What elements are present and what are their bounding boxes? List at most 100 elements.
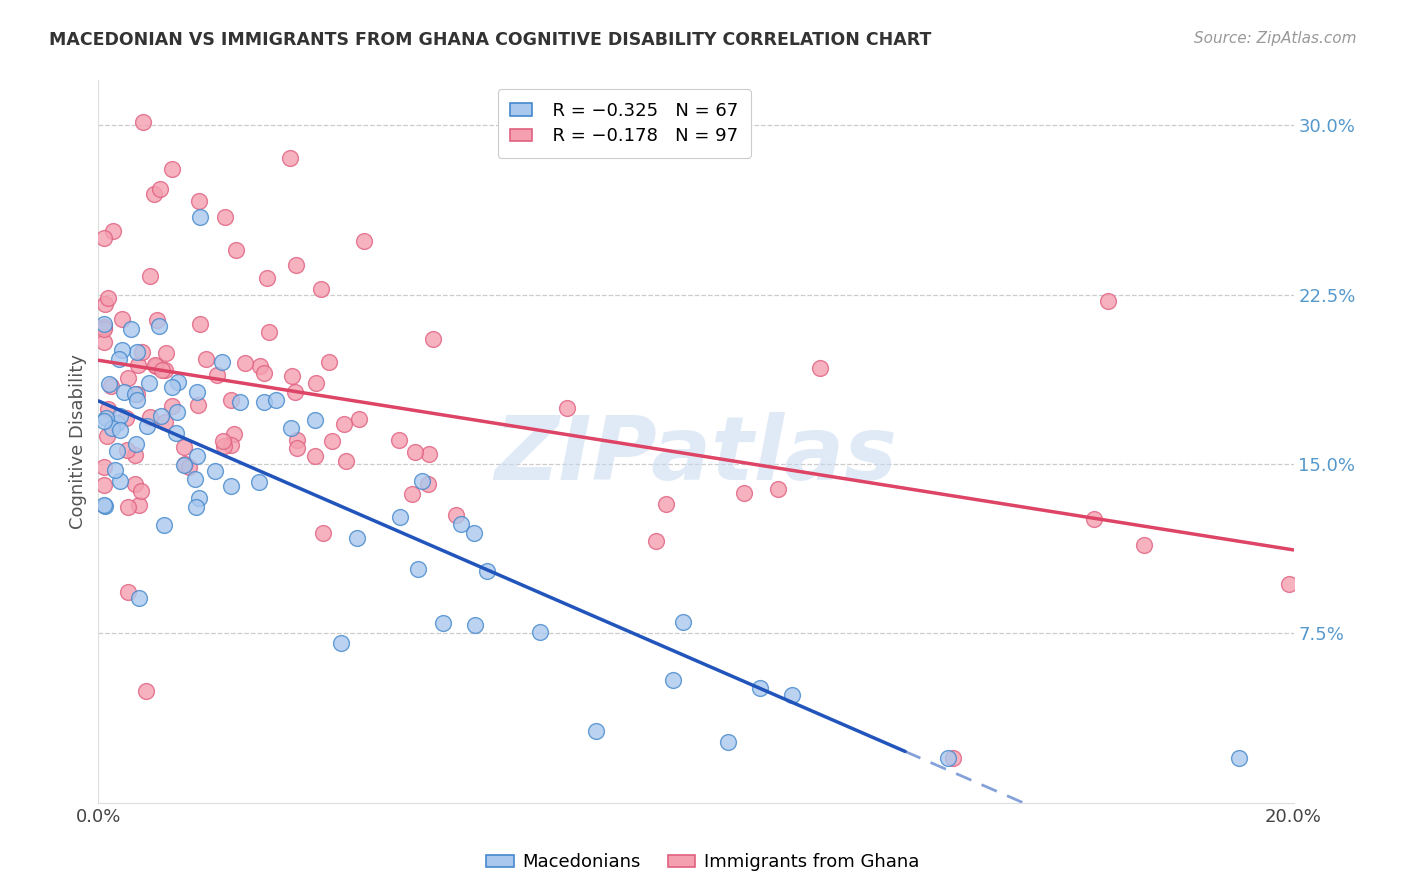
Point [748, 681, 770, 695]
Point [349, 412, 371, 426]
Point [153, 415, 176, 429]
Text: Source: ZipAtlas.com: Source: ZipAtlas.com [1194, 31, 1357, 46]
Point [139, 269, 162, 284]
Point [463, 526, 485, 541]
Legend:   R = −0.325   N = 67,   R = −0.178   N = 97: R = −0.325 N = 67, R = −0.178 N = 97 [498, 89, 751, 158]
Point [284, 258, 307, 272]
Point [194, 352, 217, 367]
Point [146, 312, 169, 326]
Point [444, 508, 467, 522]
Point [115, 442, 138, 457]
Point [212, 434, 235, 448]
Point [717, 734, 740, 748]
Point [388, 434, 411, 448]
Point [221, 393, 243, 408]
Point [166, 405, 188, 419]
Point [321, 434, 343, 448]
Point [153, 362, 176, 376]
Point [111, 311, 134, 326]
Point [117, 500, 139, 514]
Point [304, 376, 326, 390]
Point [105, 444, 128, 458]
Point [103, 224, 125, 238]
Point [188, 317, 211, 331]
Point [411, 475, 433, 489]
Point [124, 477, 146, 491]
Point [93, 319, 115, 334]
Point [212, 439, 235, 453]
Point [117, 371, 139, 385]
Point [671, 615, 693, 630]
Point [138, 376, 160, 391]
Point [108, 409, 131, 423]
Point [285, 434, 308, 448]
Point [285, 441, 308, 455]
Point [93, 334, 115, 349]
Point [555, 401, 578, 415]
Point [124, 387, 146, 401]
Point [281, 369, 304, 384]
Point [93, 459, 115, 474]
Point [1323, 750, 1346, 764]
Point [128, 498, 150, 512]
Point [153, 518, 176, 533]
Point [280, 421, 302, 435]
Point [312, 526, 335, 541]
Point [98, 377, 121, 392]
Point [432, 616, 454, 631]
Point [1133, 538, 1156, 552]
Point [127, 393, 149, 408]
Point [165, 426, 187, 441]
Point [938, 750, 960, 764]
Point [389, 510, 412, 524]
Point [188, 491, 211, 505]
Point [149, 182, 172, 196]
Point [418, 476, 440, 491]
Point [143, 358, 166, 372]
Point [284, 385, 307, 400]
Point [186, 385, 208, 400]
Point [418, 447, 440, 461]
Point [162, 162, 184, 177]
Point [329, 636, 352, 650]
Point [97, 291, 120, 305]
Point [94, 499, 117, 513]
Point [149, 409, 172, 424]
Point [114, 410, 136, 425]
Point [205, 368, 228, 383]
Point [136, 419, 159, 434]
Point [93, 478, 115, 492]
Point [335, 454, 357, 468]
Point [105, 416, 128, 430]
Point [475, 564, 498, 578]
Point [257, 326, 280, 340]
Point [253, 366, 276, 380]
Point [135, 684, 157, 698]
Point [148, 319, 170, 334]
Point [219, 479, 242, 493]
Point [247, 475, 270, 489]
Point [124, 448, 146, 462]
Point [662, 673, 685, 687]
Point [110, 423, 132, 437]
Point [93, 414, 115, 428]
Point [127, 358, 149, 372]
Point [160, 400, 183, 414]
Point [225, 243, 247, 257]
Point [167, 375, 190, 389]
Y-axis label: Cognitive Disability: Cognitive Disability [69, 354, 87, 529]
Point [125, 386, 148, 401]
Point [404, 444, 426, 458]
Point [93, 498, 115, 512]
Point [233, 356, 256, 370]
Point [120, 321, 142, 335]
Point [768, 482, 790, 496]
Point [93, 322, 115, 336]
Point [93, 231, 115, 245]
Point [309, 282, 332, 296]
Point [173, 440, 195, 454]
Point [346, 531, 368, 545]
Point [1227, 750, 1250, 764]
Point [124, 437, 146, 451]
Point [127, 345, 149, 359]
